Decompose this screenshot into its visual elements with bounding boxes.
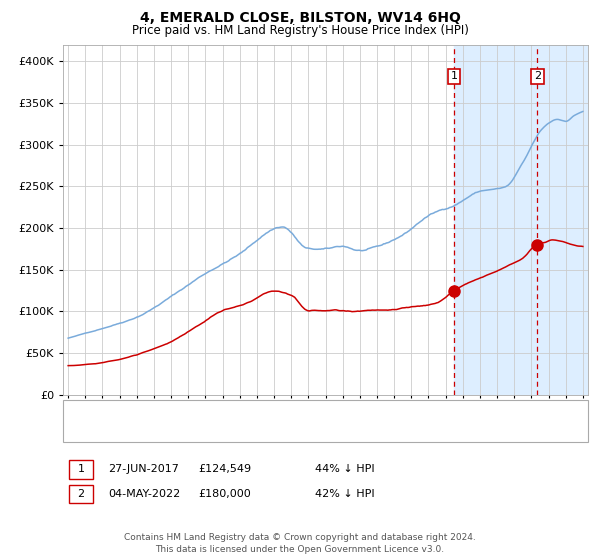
Text: 2: 2 xyxy=(77,489,85,499)
Text: 44% ↓ HPI: 44% ↓ HPI xyxy=(315,464,374,474)
Text: 27-JUN-2017: 27-JUN-2017 xyxy=(108,464,179,474)
Text: HPI: Average price, detached house, Wolverhampton: HPI: Average price, detached house, Wolv… xyxy=(118,426,394,436)
Text: 04-MAY-2022: 04-MAY-2022 xyxy=(108,489,180,499)
Text: 4, EMERALD CLOSE, BILSTON, WV14 6HQ: 4, EMERALD CLOSE, BILSTON, WV14 6HQ xyxy=(140,11,460,25)
Text: £180,000: £180,000 xyxy=(198,489,251,499)
Text: 42% ↓ HPI: 42% ↓ HPI xyxy=(315,489,374,499)
Text: 1: 1 xyxy=(451,71,458,81)
Text: 2: 2 xyxy=(533,71,541,81)
Bar xyxy=(454,45,592,395)
Text: 4, EMERALD CLOSE, BILSTON, WV14 6HQ (detached house): 4, EMERALD CLOSE, BILSTON, WV14 6HQ (det… xyxy=(118,407,428,417)
Text: £124,549: £124,549 xyxy=(198,464,251,474)
Text: 1: 1 xyxy=(77,464,85,474)
Text: Contains HM Land Registry data © Crown copyright and database right 2024.
This d: Contains HM Land Registry data © Crown c… xyxy=(124,533,476,554)
Text: Price paid vs. HM Land Registry's House Price Index (HPI): Price paid vs. HM Land Registry's House … xyxy=(131,24,469,36)
